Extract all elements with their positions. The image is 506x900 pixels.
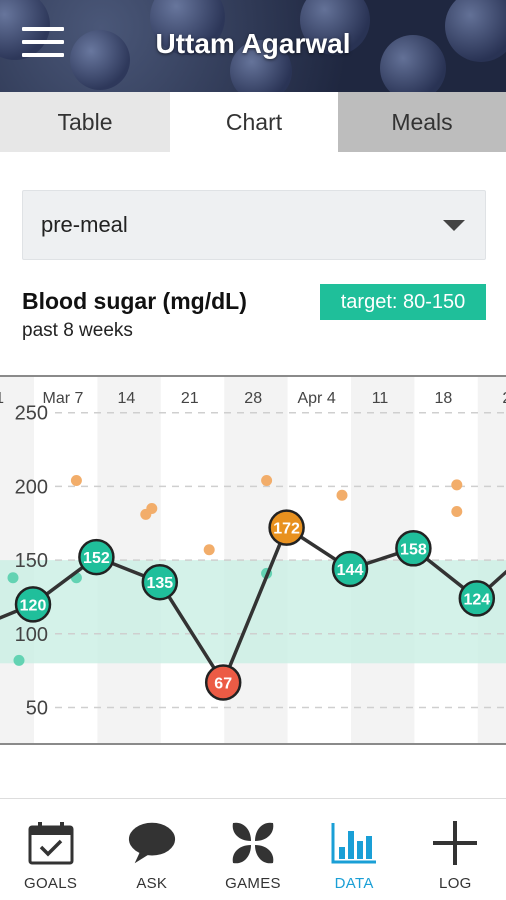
user-name-title: Uttam Agarwal — [155, 28, 351, 59]
x-tick-label: 11 — [372, 390, 389, 407]
weekly-average-value: 158 — [400, 541, 427, 558]
y-tick-label: 100 — [15, 624, 48, 646]
x-tick-label: Apr 4 — [297, 390, 335, 407]
weekly-average-value: 120 — [20, 597, 47, 614]
header-background-berry — [70, 30, 130, 90]
nav-log-label: LOG — [439, 875, 472, 892]
x-tick-label: Mar 7 — [43, 390, 84, 407]
weekly-average-value: 135 — [146, 575, 173, 592]
plus-icon — [430, 819, 480, 867]
nav-goals[interactable]: GOALS — [0, 799, 101, 900]
reading-dot — [261, 475, 273, 486]
bottom-navigation: GOALS ASK GAMES — [0, 798, 506, 900]
x-tick-label: 14 — [118, 390, 136, 407]
chart-canvas: 50 100 150 200 250 1 Mar 7 14 21 28 Apr 4 11 18 2 120 1… — [0, 377, 506, 743]
reading-dot — [140, 508, 152, 520]
x-tick-label: 18 — [435, 390, 453, 407]
weekly-average-marker — [268, 509, 305, 546]
chart-subtitle: past 8 weeks — [22, 320, 133, 341]
weekly-average-marker — [204, 664, 242, 701]
meal-timing-dropdown[interactable]: pre-meal — [22, 190, 486, 260]
header-background-berry — [445, 0, 506, 62]
x-tick-label: 28 — [244, 390, 262, 407]
app-header: Uttam Agarwal — [0, 0, 506, 92]
tab-chart[interactable]: Chart — [170, 92, 338, 152]
y-tick-label: 50 — [26, 698, 48, 720]
nav-data-label: DATA — [334, 875, 374, 892]
nav-goals-label: GOALS — [24, 875, 78, 892]
header-background-berry — [380, 35, 446, 92]
chart-title: Blood sugar (mg/dL) — [22, 288, 247, 314]
weekly-average-value: 172 — [273, 521, 300, 538]
weekly-average-value: 67 — [214, 675, 232, 692]
calendar-check-icon — [26, 819, 76, 867]
view-tabs: Table Chart Meals — [0, 92, 506, 152]
weekly-average-marker — [395, 530, 432, 567]
x-tick-label: 2 — [502, 390, 506, 407]
nav-ask-label: ASK — [136, 875, 168, 892]
header-background-berry — [230, 40, 292, 92]
y-tick-label: 150 — [15, 550, 48, 572]
speech-bubble-icon — [127, 819, 177, 867]
weekly-average-value: 144 — [337, 562, 364, 579]
weekly-average-marker — [458, 580, 496, 617]
y-tick-label: 250 — [15, 403, 48, 425]
nav-games-label: GAMES — [225, 875, 281, 892]
weekly-average-marker — [141, 563, 179, 601]
blood-sugar-chart: 50 100 150 200 250 1 Mar 7 14 21 28 Apr 4 11 18 2 120 1… — [0, 375, 506, 745]
hamburger-menu-icon[interactable] — [22, 27, 64, 63]
nav-log[interactable]: LOG — [405, 799, 506, 900]
reading-dot — [70, 475, 82, 486]
petals-icon — [228, 819, 278, 867]
chevron-down-icon — [443, 219, 465, 231]
tab-table[interactable]: Table — [0, 92, 170, 152]
header-background-berry — [300, 0, 370, 55]
weekly-average-marker — [78, 538, 115, 576]
weekly-average-value: 124 — [463, 591, 490, 608]
reading-dot — [7, 572, 19, 584]
reading-dot — [336, 489, 348, 501]
weekly-average-value: 152 — [83, 550, 110, 567]
tab-meals[interactable]: Meals — [338, 92, 506, 152]
reading-dot — [203, 544, 215, 556]
dropdown-selected-value: pre-meal — [41, 212, 128, 237]
weekly-average-line — [0, 525, 506, 687]
nav-games[interactable]: GAMES — [202, 799, 303, 900]
bar-chart-icon — [329, 819, 379, 867]
x-tick-label: 21 — [181, 390, 199, 407]
reading-dot — [13, 654, 25, 666]
x-tick-label: 1 — [0, 390, 4, 407]
nav-data[interactable]: DATA — [304, 799, 405, 900]
weekly-average-marker — [331, 550, 369, 588]
weekly-average-marker — [14, 586, 52, 623]
nav-ask[interactable]: ASK — [101, 799, 202, 900]
reading-dot — [451, 505, 463, 517]
week-column-shade — [0, 377, 35, 743]
y-tick-label: 200 — [15, 476, 48, 498]
reading-dot — [451, 479, 463, 491]
target-range-badge: target: 80-150 — [320, 284, 486, 320]
